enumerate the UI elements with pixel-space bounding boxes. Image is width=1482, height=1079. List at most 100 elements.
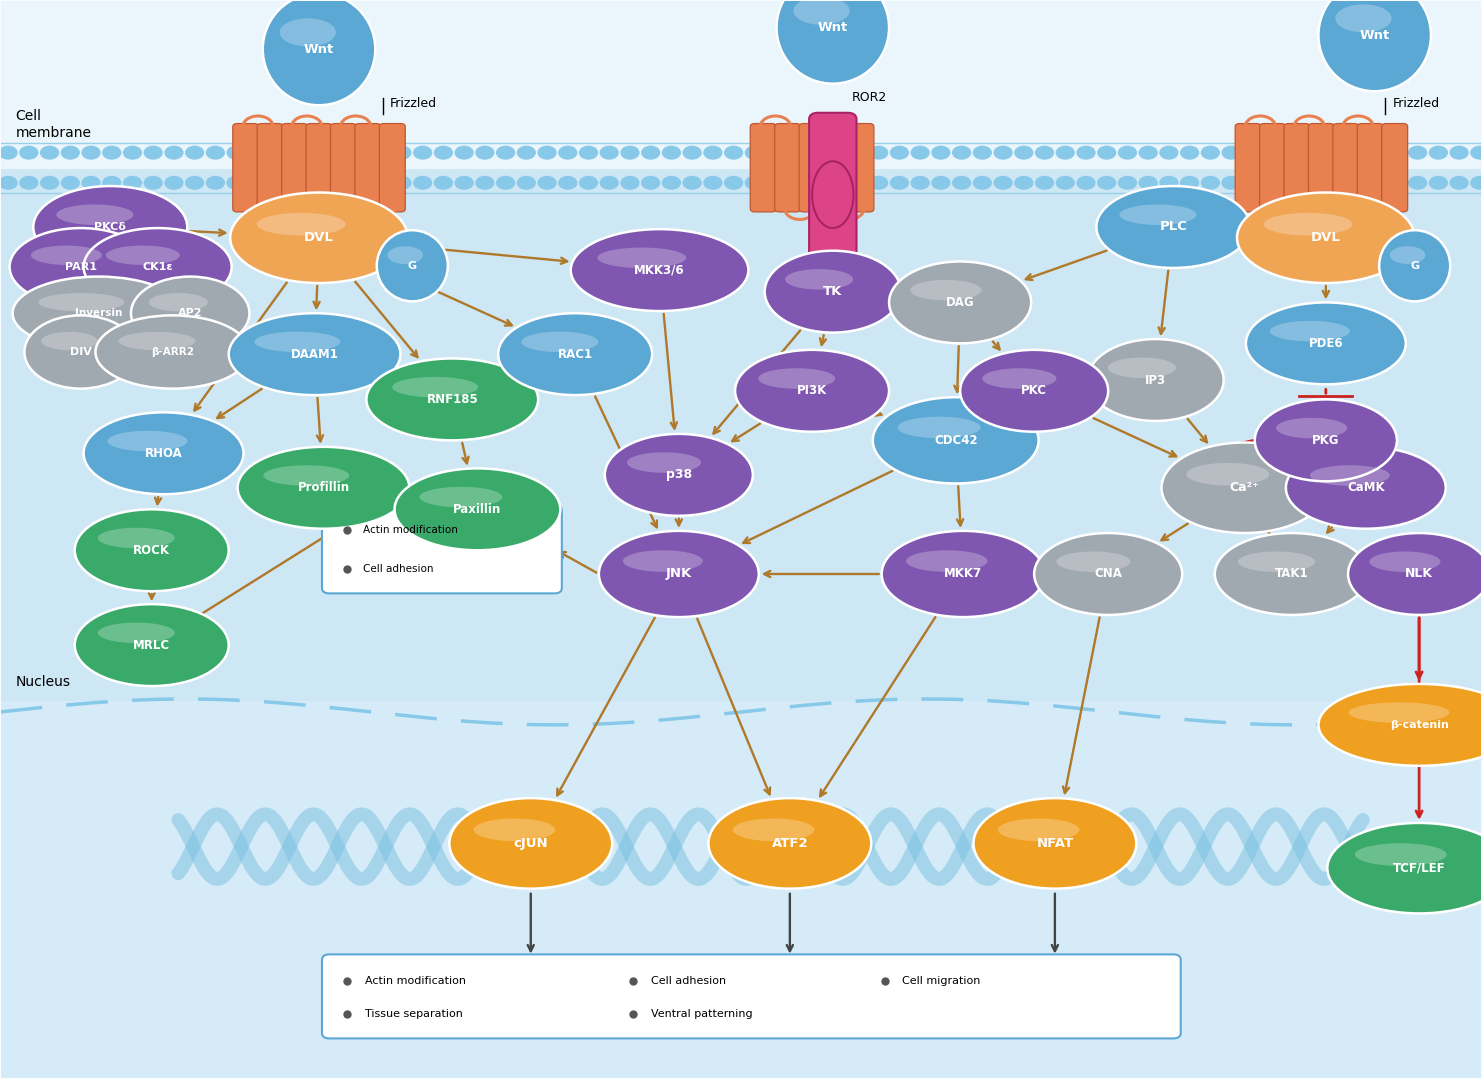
FancyBboxPatch shape [1235,123,1261,211]
Circle shape [289,176,308,190]
Ellipse shape [1355,844,1446,866]
FancyBboxPatch shape [379,123,405,211]
Circle shape [434,176,453,190]
Ellipse shape [1264,213,1353,235]
Bar [0,167,1482,1078]
Text: β-ARR2: β-ARR2 [151,347,194,357]
Text: Tissue separation: Tissue separation [365,1009,462,1019]
Circle shape [1076,176,1095,190]
Ellipse shape [1369,551,1441,572]
Circle shape [1449,146,1469,160]
Circle shape [1055,176,1074,190]
Ellipse shape [376,230,448,301]
Text: PKC: PKC [1021,384,1048,397]
Text: cJUN: cJUN [513,837,548,850]
Text: Wnt: Wnt [304,43,333,56]
Circle shape [19,176,39,190]
Ellipse shape [1335,4,1392,32]
Circle shape [827,176,846,190]
Circle shape [268,176,288,190]
Ellipse shape [1319,684,1482,766]
Circle shape [704,146,723,160]
Ellipse shape [793,0,849,25]
Circle shape [889,146,908,160]
Text: Profillin: Profillin [298,481,350,494]
Circle shape [185,176,205,190]
Ellipse shape [522,331,599,352]
FancyBboxPatch shape [233,123,259,211]
Circle shape [1159,146,1178,160]
Ellipse shape [474,819,556,842]
Circle shape [330,146,350,160]
Bar [0,1,1482,167]
Ellipse shape [785,269,854,289]
Ellipse shape [1162,442,1328,533]
Circle shape [765,176,784,190]
Text: DVL: DVL [304,231,333,244]
Circle shape [476,176,495,190]
Ellipse shape [256,213,345,235]
Circle shape [1346,176,1365,190]
Text: PDE6: PDE6 [1309,337,1343,350]
Ellipse shape [41,332,98,351]
Circle shape [61,176,80,190]
Text: Cell migration: Cell migration [903,976,981,986]
Circle shape [579,146,599,160]
Circle shape [1014,146,1033,160]
Text: MKK3/6: MKK3/6 [634,263,685,276]
Circle shape [123,146,142,160]
Ellipse shape [983,368,1057,388]
Circle shape [61,146,80,160]
Circle shape [993,176,1012,190]
Circle shape [642,176,661,190]
Circle shape [247,176,267,190]
Circle shape [559,176,578,190]
Text: Cell adhesion: Cell adhesion [363,563,434,574]
FancyBboxPatch shape [824,123,849,211]
Circle shape [434,146,453,160]
Ellipse shape [83,228,231,305]
Ellipse shape [910,279,981,300]
Ellipse shape [1255,399,1398,481]
Ellipse shape [394,468,560,550]
Ellipse shape [627,452,701,473]
FancyBboxPatch shape [775,123,800,211]
Text: RHOA: RHOA [145,447,182,460]
Circle shape [579,176,599,190]
Circle shape [662,146,682,160]
FancyBboxPatch shape [322,505,562,593]
Text: Wnt: Wnt [818,22,848,35]
Circle shape [1304,146,1323,160]
Text: PI3K: PI3K [797,384,827,397]
Circle shape [848,146,867,160]
Circle shape [1408,176,1427,190]
Ellipse shape [33,186,187,268]
Circle shape [1283,176,1303,190]
Circle shape [683,176,702,190]
Ellipse shape [1237,551,1315,572]
Circle shape [185,146,205,160]
Bar [0,701,1482,1078]
FancyBboxPatch shape [1381,123,1408,211]
Ellipse shape [1349,533,1482,615]
Circle shape [393,176,412,190]
Circle shape [744,176,763,190]
Circle shape [1200,146,1220,160]
Circle shape [951,146,971,160]
Circle shape [476,146,495,160]
Circle shape [1366,146,1386,160]
Ellipse shape [1088,339,1224,421]
Circle shape [1200,176,1220,190]
FancyBboxPatch shape [799,123,825,211]
Circle shape [496,176,516,190]
Circle shape [868,176,888,190]
Ellipse shape [1109,357,1177,378]
Circle shape [1138,146,1157,160]
Circle shape [247,146,267,160]
Ellipse shape [449,798,612,889]
Circle shape [0,146,18,160]
Circle shape [455,146,474,160]
Circle shape [1034,176,1054,190]
Circle shape [868,146,888,160]
Ellipse shape [708,798,871,889]
